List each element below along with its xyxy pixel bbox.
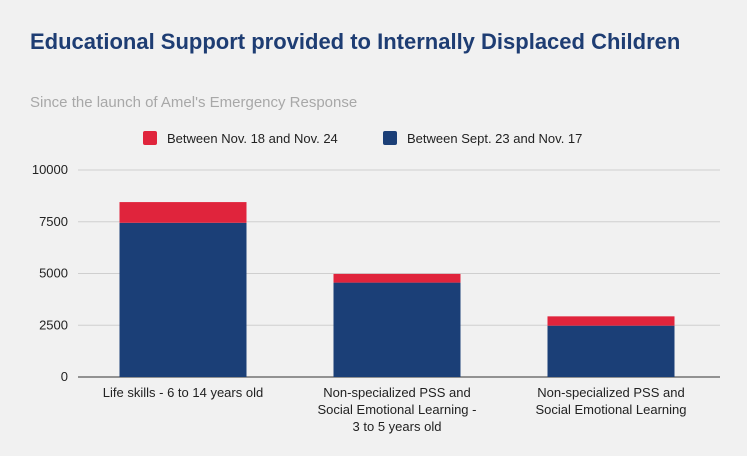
- chart-legend: Between Nov. 18 and Nov. 24 Between Sept…: [0, 128, 747, 148]
- legend-label: Between Nov. 18 and Nov. 24: [167, 130, 338, 146]
- x-category-label-line: Life skills - 6 to 14 years old: [103, 385, 263, 400]
- x-category-label-line: Non-specialized PSS and: [537, 385, 684, 400]
- legend-item-nov18-nov24: Between Nov. 18 and Nov. 24: [143, 128, 338, 148]
- chart-title: Educational Support provided to Internal…: [30, 29, 681, 54]
- legend-label: Between Sept. 23 and Nov. 17: [407, 130, 583, 146]
- y-tick-label: 0: [61, 369, 68, 384]
- legend-swatch-blue: [383, 131, 397, 145]
- chart-subtitle: Since the launch of Amel's Emergency Res…: [30, 94, 358, 111]
- x-category-label-line: Social Emotional Learning: [535, 402, 686, 417]
- legend-swatch-red: [143, 131, 157, 145]
- x-category-label: Life skills - 6 to 14 years old: [103, 385, 263, 400]
- y-tick-label: 10000: [32, 162, 68, 177]
- y-tick-label: 5000: [39, 266, 68, 281]
- legend-item-sept23-nov17: Between Sept. 23 and Nov. 17: [383, 128, 582, 148]
- y-tick-label: 2500: [39, 317, 68, 332]
- x-category-label-line: Social Emotional Learning -: [318, 402, 477, 417]
- bar-segment-nov18-nov24: [119, 202, 247, 223]
- bar-segment-sept23-nov17: [119, 222, 247, 377]
- bar-segment-sept23-nov17: [547, 325, 675, 377]
- x-category-label: Non-specialized PSS and Social Emotional …: [535, 385, 686, 417]
- x-category-label-line: Non-specialized PSS and: [323, 385, 470, 400]
- bar-segment-sept23-nov17: [333, 282, 461, 377]
- x-category-label-line: 3 to 5 years old: [353, 419, 442, 434]
- bar-segment-nov18-nov24: [547, 316, 675, 326]
- y-tick-label: 7500: [39, 214, 68, 229]
- x-category-label: Non-specialized PSS and Social Emotional …: [318, 385, 477, 434]
- bar-segment-nov18-nov24: [333, 273, 461, 283]
